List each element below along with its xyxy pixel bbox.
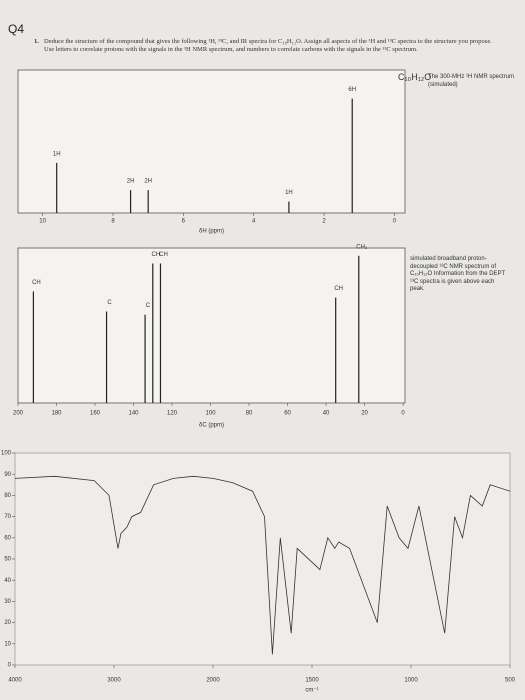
x-axis-label: δC (ppm) — [199, 423, 224, 429]
peak-label: 2H — [144, 179, 152, 185]
peak-label: CH — [334, 286, 343, 292]
spectrum-frame — [17, 247, 406, 404]
x-tick-label: 120 — [167, 411, 178, 417]
x-tick-label: 0 — [393, 219, 397, 225]
y-tick-label: 70 — [4, 514, 11, 520]
h-note: The 300-MHz ¹H NMR spectrum (simulated) — [428, 74, 515, 88]
x-tick-label: 6 — [182, 219, 186, 225]
peak-label: CH — [151, 252, 160, 258]
peak-label: CH — [159, 252, 168, 258]
y-tick-label: 40 — [4, 578, 11, 584]
y-tick-label: 80 — [4, 493, 11, 499]
x-tick-label: 8 — [111, 219, 115, 225]
y-tick-label: 0 — [8, 663, 12, 669]
x-axis-label: cm⁻¹ — [305, 688, 318, 694]
x-tick-label: 20 — [361, 411, 368, 417]
y-tick-label: 20 — [4, 620, 11, 626]
x-tick-label: 3000 — [107, 678, 121, 684]
y-tick-label: 50 — [4, 557, 11, 563]
peak-label: CH₃ — [356, 244, 368, 250]
ir-trace — [14, 475, 511, 655]
x-tick-label: 4 — [252, 219, 256, 225]
x-tick-label: 1000 — [404, 678, 418, 684]
question-text: Deduce the structure of the compound tha… — [44, 38, 492, 53]
x-axis-label: δH (ppm) — [199, 229, 224, 235]
x-tick-label: 40 — [323, 411, 330, 417]
peak-label: 1H — [285, 190, 293, 196]
item-number: 1. — [34, 38, 39, 45]
x-tick-label: 1500 — [305, 678, 319, 684]
x-tick-label: 4000 — [8, 678, 22, 684]
h-formula: C₁₀H₁₂O — [398, 72, 432, 82]
peak-label: 1H — [53, 152, 61, 158]
peak-label: 6H — [348, 87, 356, 93]
y-tick-label: 30 — [4, 599, 11, 605]
c-note: simulated broadband proton-decoupled ¹³C… — [410, 256, 506, 292]
peak-label: CH — [32, 280, 41, 286]
peak-label: C — [146, 303, 151, 309]
peak-label: C — [107, 300, 112, 306]
x-tick-label: 80 — [246, 411, 253, 417]
plot-area — [14, 452, 511, 666]
x-tick-label: 500 — [505, 678, 516, 684]
x-tick-label: 10 — [39, 219, 46, 225]
x-tick-label: 60 — [284, 411, 291, 417]
x-tick-label: 140 — [129, 411, 140, 417]
y-tick-label: 100 — [1, 451, 12, 457]
x-tick-label: 2 — [322, 219, 326, 225]
x-tick-label: 180 — [51, 411, 62, 417]
peak-label: 2H — [127, 179, 135, 185]
spectrum-frame — [17, 69, 406, 214]
y-tick-label: 60 — [4, 535, 11, 541]
x-tick-label: 160 — [90, 411, 101, 417]
y-tick-label: 10 — [4, 641, 11, 647]
x-tick-label: 0 — [401, 411, 405, 417]
question-number: Q4 — [8, 22, 25, 36]
x-tick-label: 2000 — [206, 678, 220, 684]
x-tick-label: 100 — [206, 411, 217, 417]
x-tick-label: 200 — [13, 411, 24, 417]
y-tick-label: 90 — [4, 472, 11, 478]
